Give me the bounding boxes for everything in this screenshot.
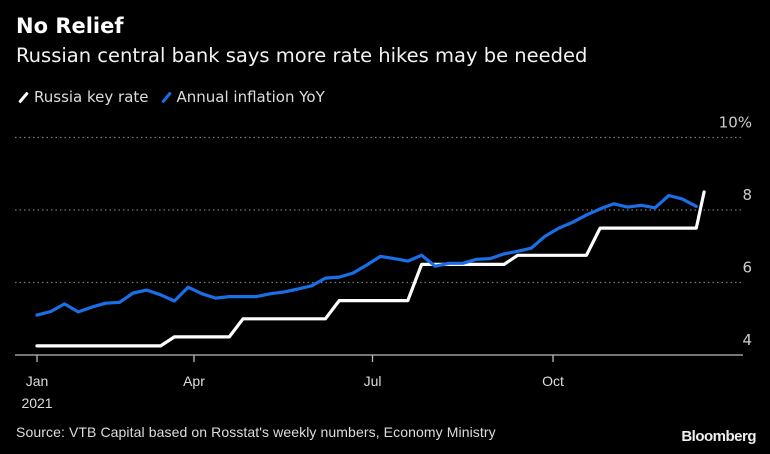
y-tick-label: 10% xyxy=(719,114,752,132)
x-tick-label: Oct xyxy=(542,373,564,389)
series-line-key-rate xyxy=(35,190,706,348)
bloomberg-logo: Bloomberg xyxy=(681,428,756,445)
y-tick-label: 6 xyxy=(742,259,752,277)
legend-label-inflation: Annual inflation YoY xyxy=(176,88,325,106)
series-line-inflation xyxy=(35,193,698,317)
chart-title: No Relief xyxy=(16,14,124,38)
x-tick-label: Apr xyxy=(183,373,205,389)
legend-label-key-rate: Russia key rate xyxy=(34,88,149,106)
chart-subtitle: Russian central bank says more rate hike… xyxy=(16,44,588,67)
legend: Russia key rate Annual inflation YoY xyxy=(16,88,335,106)
x-tick-sublabel: 2021 xyxy=(21,395,52,411)
y-tick-label: 4 xyxy=(742,331,752,349)
legend-item-key-rate: Russia key rate xyxy=(16,88,149,106)
legend-item-inflation: Annual inflation YoY xyxy=(159,88,325,106)
source-note: Source: VTB Capital based on Rosstat's w… xyxy=(16,424,496,440)
x-tick-label: Jul xyxy=(364,373,382,389)
y-tick-label: 8 xyxy=(742,186,752,204)
x-tick-label: Jan xyxy=(26,373,49,389)
